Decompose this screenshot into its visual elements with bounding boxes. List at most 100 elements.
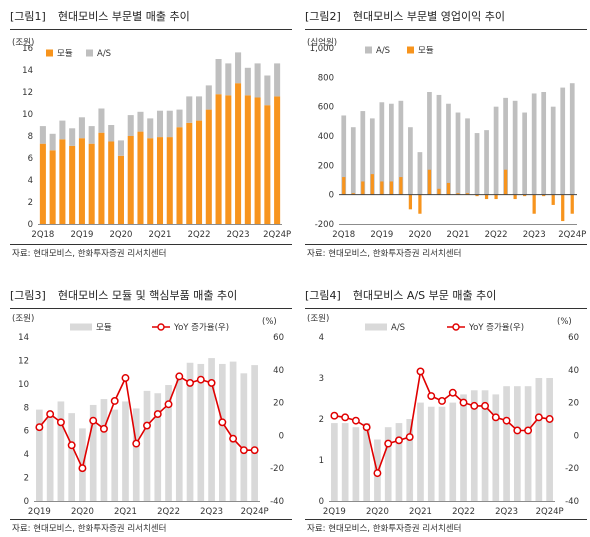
- yoy-point: [545, 415, 554, 423]
- bar-as: [522, 112, 528, 195]
- bottom-rule: [305, 519, 587, 520]
- bar-module: [89, 404, 97, 501]
- bar-as: [137, 111, 144, 132]
- bar-as: [427, 406, 435, 501]
- yoy-point: [491, 413, 500, 422]
- yoy-point: [513, 426, 522, 435]
- source-note: 자료: 현대모비스, 한화투자증권 리서치센터: [307, 524, 462, 534]
- bar-as: [417, 402, 424, 501]
- yoy-point: [351, 416, 360, 425]
- y2-tick-label: 20: [568, 399, 579, 409]
- x-tick-label: 2Q22: [157, 507, 180, 517]
- figure-number: [그림3]: [10, 289, 46, 302]
- bar-as: [388, 103, 394, 195]
- bar-as: [108, 125, 115, 142]
- bar-as: [408, 127, 413, 195]
- bar-module: [240, 373, 248, 501]
- chart-2-plot: -200 0 200 400 600 800 1,000 2Q18 2Q19 2Q20 2Q21 2Q…: [310, 44, 587, 240]
- chart-title: [그림4] 현대모비스 A/S 부문 매출 추이: [305, 287, 496, 305]
- bar-module: [176, 127, 183, 224]
- chart-panel-3: [그림3] 현대모비스 모듈 및 핵심부품 매출 추이 (조원) (%) 0 2 4 6…: [10, 287, 292, 537]
- x-tick-label: 2Q24P: [558, 230, 586, 240]
- legend-swatch: [46, 49, 53, 57]
- bar-as: [417, 152, 423, 195]
- bar-module: [251, 365, 258, 501]
- bar-as: [254, 63, 261, 98]
- yoy-point: [362, 423, 371, 432]
- y-tick-label: -200: [315, 220, 334, 230]
- bar-module: [570, 194, 574, 214]
- bar-as: [481, 390, 489, 501]
- bar-module: [342, 177, 346, 195]
- yoy-point: [229, 434, 238, 443]
- bar-as: [503, 97, 508, 195]
- y-tick-label: 4: [24, 450, 29, 460]
- bar-as: [449, 402, 457, 501]
- x-tick-label: 2Q20: [366, 507, 389, 517]
- y-tick-label: 2: [319, 415, 324, 425]
- yoy-point: [416, 367, 425, 376]
- figure-number: [그림2]: [305, 10, 341, 23]
- bar-module: [186, 362, 194, 501]
- y2-tick-label: 0: [279, 431, 284, 441]
- yoy-point: [196, 375, 205, 384]
- bar-as: [244, 67, 251, 96]
- chart-panel-1: [그림1] 현대모비스 부문별 매출 추이 (조원) 0 2 4 6 8 10 12 14 16 2…: [10, 8, 292, 266]
- bar-module: [437, 188, 441, 195]
- bar-module: [380, 181, 384, 195]
- x-tick-label: 2Q19: [70, 230, 93, 240]
- chart-title: [그림3] 현대모비스 모듈 및 핵심부품 매출 추이: [10, 287, 237, 305]
- title-rule: [10, 308, 292, 309]
- legend-swatch: [365, 46, 372, 54]
- bar-module: [132, 408, 140, 501]
- y-axis-unit-right: (%): [262, 317, 277, 327]
- legend-label: 모듈: [418, 46, 434, 56]
- legend-swatch: [86, 49, 93, 57]
- yoy-point: [175, 372, 184, 381]
- y2-tick-label: -40: [565, 497, 579, 507]
- yoy-point: [459, 398, 468, 407]
- y-tick-label: 200: [318, 161, 334, 171]
- legend-label: YoY 증가율(우): [468, 323, 524, 333]
- x-tick-label: 2Q21: [149, 230, 172, 240]
- bar-module: [156, 137, 164, 224]
- legend-label: A/S: [97, 49, 111, 59]
- x-tick-label: 2Q21: [447, 230, 470, 240]
- yoy-point: [524, 426, 533, 435]
- y-tick-label: 0: [319, 497, 324, 507]
- bar-module: [68, 413, 76, 501]
- yoy-point: [250, 446, 259, 455]
- bar-module: [465, 193, 470, 195]
- bar-module: [88, 143, 95, 224]
- y-tick-label: 14: [18, 333, 29, 343]
- bar-module: [197, 363, 205, 501]
- y-axis-unit-right: (%): [557, 317, 572, 327]
- x-tick-label: 2Q20: [408, 230, 431, 240]
- bar-module: [351, 193, 355, 195]
- y-tick-label: 4: [28, 176, 33, 186]
- x-tick-label: 2Q24P: [536, 507, 564, 517]
- legend-label: 모듈: [96, 323, 112, 333]
- bar-module: [137, 131, 144, 224]
- bar-as: [331, 423, 338, 501]
- chart-title-text: 현대모비스 부문별 매출 추이: [57, 10, 190, 23]
- x-tick-label: 2Q18: [332, 230, 355, 240]
- bar-module: [389, 181, 393, 195]
- yoy-point: [373, 469, 382, 478]
- bar-module: [143, 390, 151, 501]
- bar-as: [49, 133, 56, 151]
- y-tick-label: 1,000: [310, 44, 334, 54]
- bar-module: [446, 182, 451, 195]
- x-tick-label: 2Q23: [200, 507, 223, 517]
- bar-as: [156, 110, 164, 138]
- bar-as: [88, 126, 95, 144]
- bar-as: [225, 63, 232, 96]
- yoy-point: [100, 424, 108, 433]
- source-note: 자료: 현대모비스, 한화투자증권 리서치센터: [12, 524, 167, 534]
- x-tick-label: 2Q24P: [263, 230, 291, 240]
- chart-3-plot: 0 2 4 6 8 10 12 14 -40 -20 0 20 40 60 2Q19 2Q20 2Q21 2Q22…: [18, 323, 284, 517]
- bar-module: [78, 138, 85, 224]
- chart-panel-2: [그림2] 현대모비스 부문별 영업이익 추이 (십억원) -200 0 200 400…: [305, 8, 587, 266]
- bar-as: [484, 130, 489, 195]
- bar-module: [39, 143, 46, 224]
